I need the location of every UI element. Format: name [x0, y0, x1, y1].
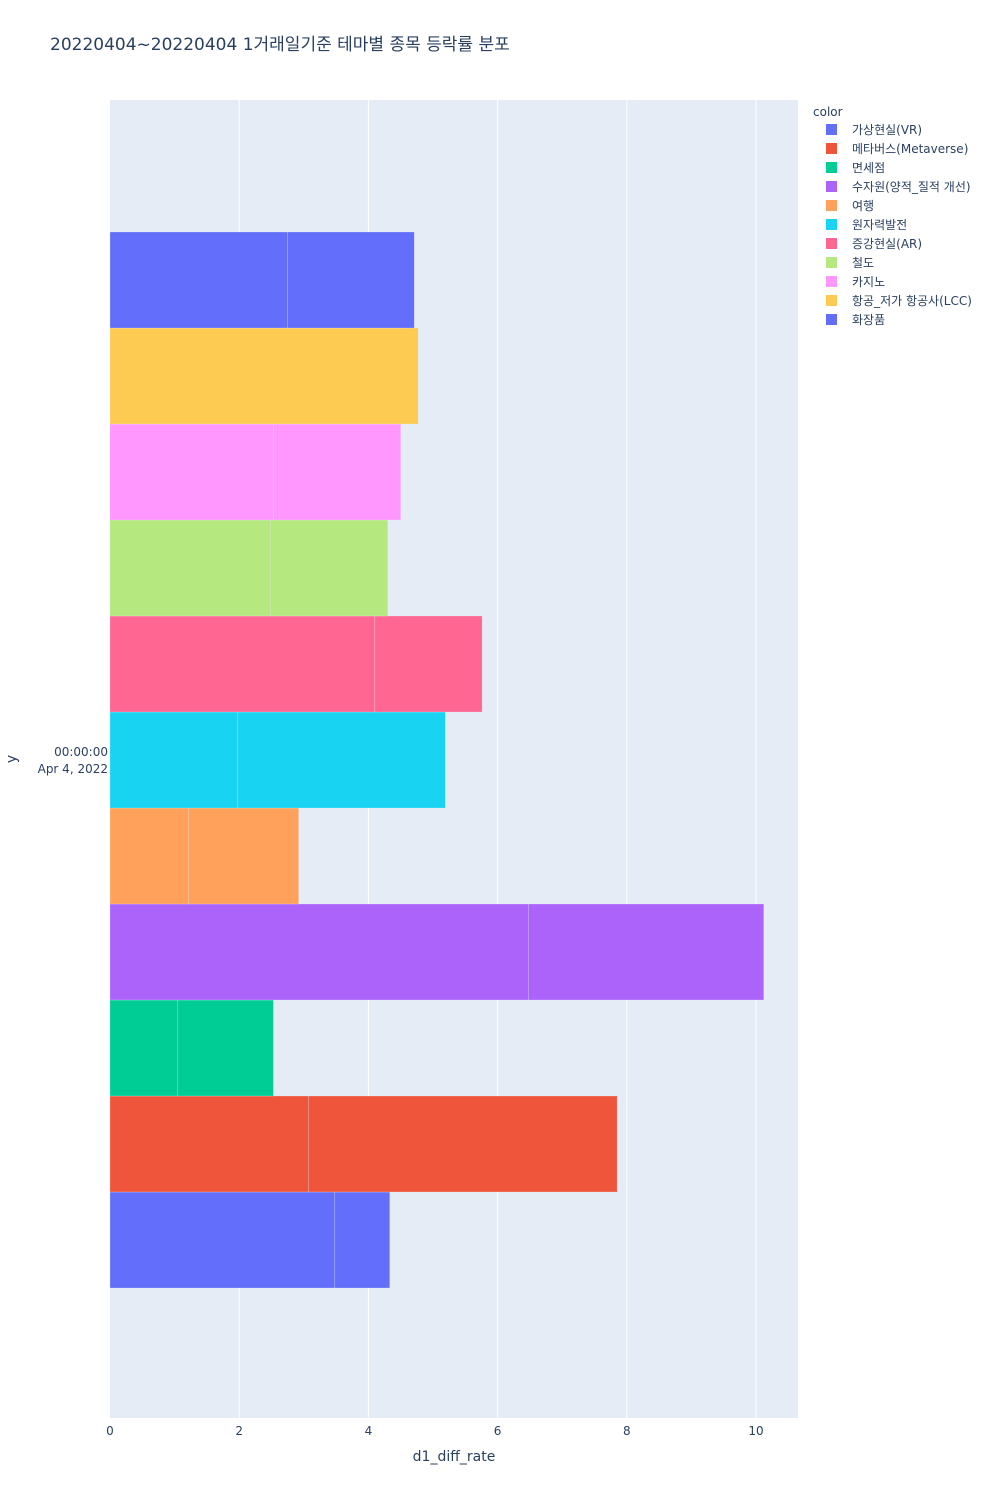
bar-segment: [109, 231, 288, 329]
legend-swatch[interactable]: [826, 238, 837, 249]
legend-swatch[interactable]: [826, 124, 837, 135]
legend-swatch[interactable]: [826, 200, 837, 211]
legend-label[interactable]: 철도: [852, 256, 874, 270]
bar-segment: [374, 615, 483, 713]
bar-segment: [109, 903, 529, 1001]
bar-segment: [287, 231, 415, 329]
bar-segment: [528, 903, 765, 1001]
y-tick-label-date: Apr 4, 2022: [38, 762, 108, 776]
legend-swatch[interactable]: [826, 162, 837, 173]
legend-swatch[interactable]: [826, 295, 837, 306]
bar-segment: [237, 711, 446, 809]
bar-segment: [334, 1191, 390, 1289]
x-tick-labels: 0 2 4 6 8 10: [106, 1424, 763, 1438]
legend-label[interactable]: 카지노: [852, 275, 885, 289]
legend-swatch[interactable]: [826, 276, 837, 287]
x-tick-label: 4: [365, 1424, 373, 1438]
x-tick-label: 10: [748, 1424, 763, 1438]
bar-segment: [177, 999, 274, 1097]
bar-segment: [273, 423, 401, 521]
x-axis-label: d1_diff_rate: [413, 1449, 496, 1465]
legend-title: color: [813, 105, 843, 119]
x-tick-label: 0: [106, 1424, 114, 1438]
y-axis-label: y: [4, 755, 20, 763]
legend-swatch[interactable]: [826, 219, 837, 230]
bar-segment: [188, 807, 299, 905]
legend-label[interactable]: 가상현실(VR): [852, 123, 922, 137]
legend-label[interactable]: 면세점: [852, 161, 885, 175]
legend-label[interactable]: 여행: [852, 198, 874, 213]
legend-swatch[interactable]: [826, 143, 837, 154]
legend: color 가상현실(VR) 메타버스(Metaverse) 면세점수자원(양적_질…: [813, 105, 972, 327]
legend-label[interactable]: 메타버스(Metaverse): [852, 142, 968, 156]
x-tick-label: 2: [235, 1424, 243, 1438]
legend-swatch[interactable]: [826, 314, 837, 325]
x-tick-label: 6: [494, 1424, 502, 1438]
x-tick-label: 8: [623, 1424, 631, 1438]
bar-segment: [269, 519, 389, 617]
bar-segment: [109, 1095, 309, 1193]
legend-label[interactable]: 항공_저가 항공사(LCC): [852, 294, 972, 308]
bar-segment: [109, 327, 419, 425]
legend-label[interactable]: 화장품: [852, 313, 885, 327]
legend-label[interactable]: 수자원(양적_질적 개선): [852, 180, 971, 194]
legend-swatch[interactable]: [826, 181, 837, 192]
y-tick-label-time: 00:00:00: [54, 745, 108, 759]
bar-segment: [109, 999, 179, 1097]
legend-label[interactable]: 원자력발전: [852, 218, 907, 232]
bar-segment: [109, 1191, 336, 1289]
bar-segment: [109, 711, 239, 809]
bar-segment: [109, 615, 376, 713]
bar-segment: [109, 423, 274, 521]
legend-swatch[interactable]: [826, 257, 837, 268]
bar-segment: [109, 807, 190, 905]
bar-segment: [109, 519, 271, 617]
bar-segment: [308, 1095, 618, 1193]
bars: [109, 231, 765, 1289]
legend-label[interactable]: 증강현실(AR): [852, 237, 922, 251]
chart-title: 20220404~20220404 1거래일기준 테마별 종목 등락률 분포: [50, 35, 510, 55]
